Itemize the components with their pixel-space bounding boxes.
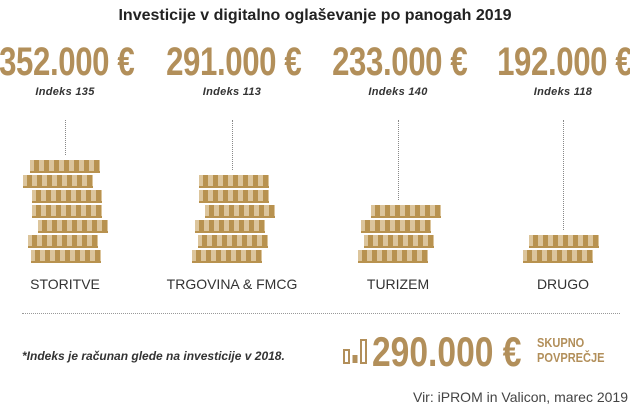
average-label-line1: SKUPNO [537,335,585,350]
coin-stack [199,175,269,188]
average-value: 290.000 € [372,328,522,375]
coin-stack [30,160,100,173]
value-block: 233.000 € Indeks 140 [313,40,483,98]
coin-stack [361,220,431,233]
average-label: SKUPNO POVPREČJE [537,335,605,365]
coin-stack [358,250,428,263]
divider [22,313,620,314]
category-label: DRUGO [536,276,590,292]
leader-line [563,120,564,230]
coin-stack [28,235,98,248]
coin-stack [205,205,275,218]
coin-stack [195,220,265,233]
coin-stack [529,235,599,248]
coin-stack [23,175,93,188]
coin-stack [32,190,102,203]
category-label: STORITVE [30,276,100,292]
coin-stack [523,250,593,263]
coin-stack [31,250,101,263]
average-label-line2: POVPREČJE [537,350,605,365]
index-label: Indeks 118 [533,86,593,98]
value-label: 291.000 € [166,40,302,84]
value-block: 291.000 € Indeks 113 [147,40,317,98]
footnote: *Indeks je računan glede na investicije … [22,349,285,363]
chart-title: Investicije v digitalno oglaševanje po p… [118,7,512,24]
coin-stack [199,190,269,203]
value-label: 233.000 € [332,40,468,84]
source: Vir: iPROM in Valicon, marec 2019 [412,389,628,405]
coin-stack [192,250,262,263]
value-label: 352.000 € [0,40,135,84]
leader-line [65,120,66,155]
value-block: 352.000 € Indeks 135 [0,40,150,98]
category-label: TURIZEM [366,276,430,292]
bar-chart-icon [343,339,367,364]
index-label: Indeks 113 [202,86,262,98]
index-label: Indeks 135 [35,86,95,98]
coin-stack [198,235,268,248]
coin-stack [38,220,108,233]
leader-line [398,120,399,200]
index-label: Indeks 140 [368,86,428,98]
coin-stack [32,205,102,218]
value-label: 192.000 € [497,40,630,84]
category-label: TRGOVINA & FMCG [166,276,298,292]
value-block: 192.000 € Indeks 118 [478,40,630,98]
leader-line [232,120,233,170]
coin-stack [371,205,441,218]
coin-stack [364,235,434,248]
